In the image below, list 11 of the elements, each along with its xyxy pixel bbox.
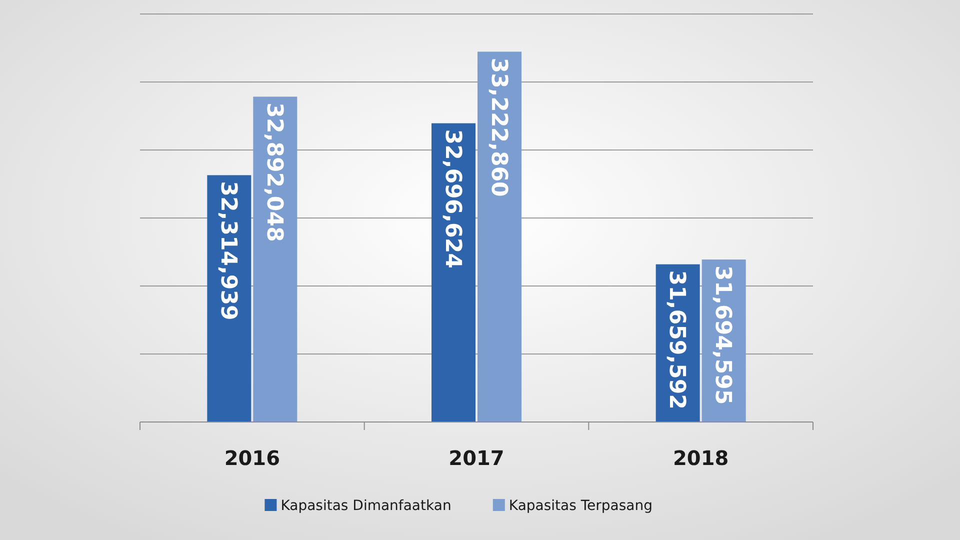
x-tick-label: 2018 — [672, 446, 729, 470]
data-label: 32,892,048 — [261, 102, 286, 242]
data-label: 32,314,939 — [215, 181, 240, 320]
x-tick-label: 2016 — [224, 446, 280, 470]
data-label: 32,696,624 — [440, 129, 465, 268]
legend-label: Kapasitas Terpasang — [508, 498, 653, 514]
data-label: 31,694,595 — [710, 266, 736, 405]
legend-label: Kapasitas Dimanfaatkan — [280, 498, 452, 514]
x-tick-label: 2017 — [448, 446, 504, 470]
data-label: 33,222,860 — [486, 58, 511, 197]
data-label: 31,659,592 — [664, 270, 690, 410]
